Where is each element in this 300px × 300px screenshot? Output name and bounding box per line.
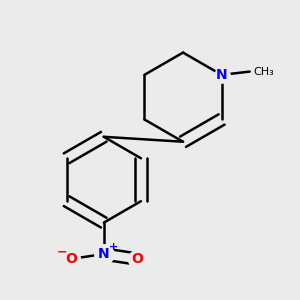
Text: +: + [108, 242, 118, 252]
Text: −: − [56, 245, 67, 258]
Text: CH₃: CH₃ [253, 67, 274, 76]
Text: N: N [98, 247, 110, 261]
Text: N: N [216, 68, 227, 82]
Text: O: O [131, 252, 143, 266]
Text: O: O [65, 252, 77, 266]
